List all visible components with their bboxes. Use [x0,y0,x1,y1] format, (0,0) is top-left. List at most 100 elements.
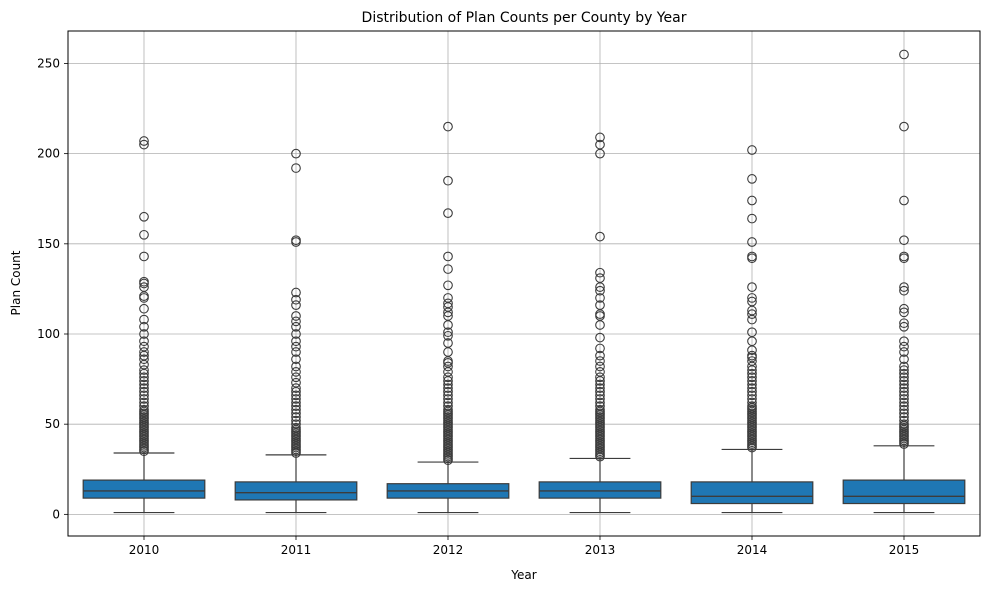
outlier-point [291,394,301,404]
outlier-point [747,145,757,155]
outlier-point [899,251,909,262]
outlier-point [899,336,909,347]
outlier-point [899,235,909,246]
outlier-point [899,408,909,419]
x-tick-label: 2015 [889,543,920,557]
outlier-point [595,404,605,415]
outlier-point [291,401,301,411]
outlier-point [899,307,909,318]
outlier-point [899,386,909,397]
grid-layer [68,31,980,536]
outlier-point [443,386,453,397]
outlier-point [291,321,301,332]
outlier-point [899,354,909,365]
outlier-point [291,412,301,422]
outlier-point [747,394,757,404]
outlier-point [443,280,453,291]
outlier-point [747,368,757,379]
plot-frame [67,30,981,537]
outlier-point [595,267,605,278]
outlier-point [443,298,453,309]
outlier-point [291,235,301,246]
outlier-point [139,229,149,240]
outlier-point [595,386,605,397]
x-tick-label: 2011 [281,543,312,557]
outlier-point [139,211,149,222]
outlier-point [899,282,909,292]
outlier-point [139,404,149,415]
outlier-point [443,293,453,303]
outlier-point [747,213,757,224]
boxes-layer [82,49,966,514]
outlier-point [291,347,301,357]
outlier-point [291,408,301,419]
outlier-point [747,397,757,408]
outlier-point [139,376,149,386]
y-tick-label: 100 [37,327,60,341]
outlier-point [899,412,909,422]
outlier-point [291,311,301,321]
outlier-point [139,276,149,287]
outlier-point [139,139,149,150]
outlier-point [291,341,301,352]
outlier-point [291,422,301,433]
box-2010 [82,479,206,499]
outlier-point [443,251,453,262]
outlier-point [899,49,909,60]
outlier-point [747,327,757,338]
outlier-point [899,361,909,372]
y-tick-label: 50 [45,417,60,431]
outlier-point [139,336,149,347]
outlier-point [443,338,453,348]
outlier-point [139,390,149,401]
outlier-point [291,294,301,305]
outlier-point [291,383,301,393]
outlier-point [899,404,909,415]
outlier-point [291,287,301,298]
box-2011 [234,481,358,501]
outlier-point [139,136,149,146]
outlier-point [899,318,909,329]
outlier-point [291,316,301,327]
outlier-point [291,372,301,383]
x-tick-label: 2013 [585,543,616,557]
outlier-point [443,121,453,132]
box-2013 [538,481,662,499]
outlier-point [291,354,301,365]
outlier-point [595,231,605,242]
outlier-point [139,379,149,390]
outlier-point [291,390,301,401]
outlier-point [595,390,605,401]
outlier-point [291,361,301,372]
outlier-point [899,401,909,411]
outlier-point [595,394,605,404]
outlier-point [139,341,149,352]
outlier-point [291,404,301,415]
outlier-point [291,415,301,426]
outlier-point [291,300,301,310]
outlier-point [443,361,453,372]
outlier-point [139,383,149,393]
outlier-point [899,285,909,296]
outlier-point [139,321,149,332]
outlier-point [139,282,149,292]
outlier-point [443,379,453,390]
y-tick-label: 150 [37,237,60,251]
outlier-point [899,419,909,430]
outlier-point [291,148,301,159]
outlier-point [899,415,909,426]
x-tick-label: 2010 [129,543,160,557]
outlier-point [747,356,757,366]
outlier-point [899,372,909,383]
outlier-point [747,401,757,411]
outlier-point [139,386,149,397]
outlier-point [139,394,149,404]
x-tick-label: 2014 [737,543,768,557]
outlier-point [443,383,453,393]
outlier-point [747,390,757,401]
outlier-point [595,332,605,343]
outlier-point [443,401,453,411]
outlier-point [291,397,301,408]
outlier-point [443,175,453,186]
outlier-point [595,300,605,310]
